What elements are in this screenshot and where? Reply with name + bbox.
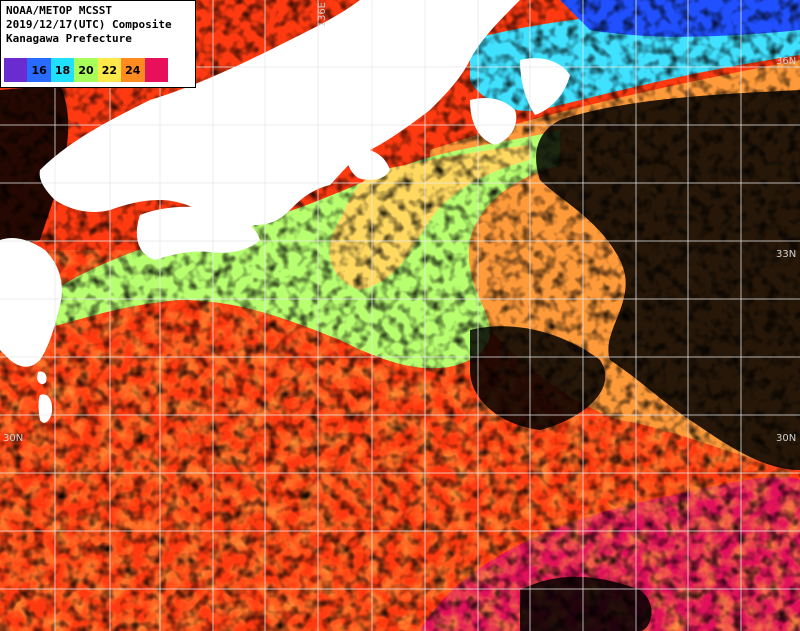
latitude-label-36n: 36N	[776, 56, 797, 67]
legend-segment-5: 24	[121, 58, 145, 82]
latitude-label-33n: 33N	[776, 249, 797, 260]
legend-segment-3: 20	[74, 58, 98, 82]
land-tanegashima	[38, 394, 53, 423]
land-shikoku	[136, 206, 260, 260]
cloud-mass-top-left	[0, 85, 69, 250]
provider-name: Kanagawa Prefecture	[6, 32, 132, 45]
cloud-mass-northeast	[536, 90, 800, 470]
observation-date: 2019/12/17(UTC) Composite	[6, 18, 172, 31]
land-kyushu	[0, 238, 62, 367]
latitude-label-30n-left: 30N	[3, 433, 24, 444]
latitude-label-30n-right: 30N	[776, 433, 797, 444]
cloud-mass-bottom	[520, 576, 652, 631]
legend-segment-1: 16	[27, 58, 51, 82]
legend-segment-4: 22	[97, 58, 122, 82]
cloud-mass-central	[470, 326, 606, 430]
land-kii-peninsula	[347, 148, 390, 180]
temperature-color-scale: 16 18 20 22 24	[4, 58, 168, 82]
product-title: NOAA/METOP MCSST	[6, 4, 112, 17]
legend-segment-6	[144, 58, 168, 82]
land-izu-boso	[470, 98, 517, 145]
land-kanto-tip	[520, 58, 570, 115]
longitude-label-136e: 136E	[317, 2, 328, 28]
land-small-island	[37, 371, 47, 385]
legend-segment-2: 18	[50, 58, 75, 82]
legend-segment-0	[4, 58, 28, 82]
